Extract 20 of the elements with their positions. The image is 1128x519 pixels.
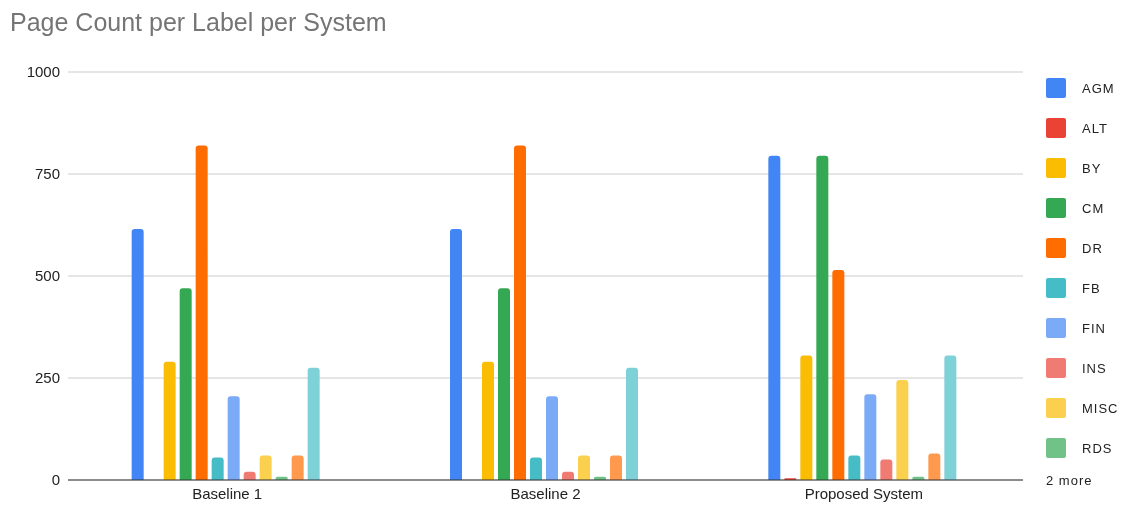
text: 2 more <box>1046 471 1094 490</box>
legend-label: FIN <box>1082 320 1106 336</box>
x-tick-label: Baseline 2 <box>510 484 581 502</box>
legend-label: BY <box>1082 160 1102 176</box>
legend-label: AGM <box>1082 80 1115 96</box>
y-tick-label: 750 <box>34 165 60 183</box>
y-tick-label: 1000 <box>26 63 60 81</box>
legend-label: RDS <box>1082 440 1113 456</box>
legend-label: FB <box>1082 280 1101 296</box>
legend-label: INS <box>1082 360 1107 376</box>
y-tick-label: 500 <box>34 267 60 285</box>
x-tick-label: Baseline 1 <box>192 484 263 502</box>
legend-label: CM <box>1082 200 1105 216</box>
legend-label: DR <box>1082 240 1103 256</box>
y-tick-label: 0 <box>51 471 60 489</box>
y-tick-label: 250 <box>34 369 60 387</box>
x-tick-label: Proposed System <box>804 484 924 502</box>
chart-title: Page Count per Label per System <box>10 8 387 37</box>
legend-label: ALT <box>1082 120 1108 136</box>
legend-label: MISC <box>1082 400 1119 416</box>
